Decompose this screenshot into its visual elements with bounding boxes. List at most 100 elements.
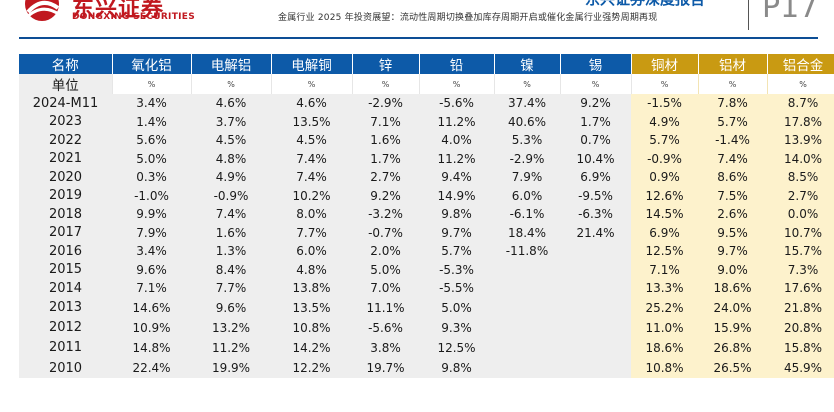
value-cell: 2.6%	[698, 205, 767, 224]
column-header-alumina: 氧化铝	[112, 54, 192, 74]
value-cell: 26.8%	[698, 337, 767, 359]
value-cell	[560, 337, 631, 359]
value-cell: 4.6%	[191, 94, 271, 113]
row-year: 2022	[19, 131, 112, 150]
header-rule	[19, 37, 818, 39]
value-cell: 7.7%	[191, 279, 271, 298]
value-cell: 15.8%	[767, 337, 834, 359]
report-subtitle: 金属行业 2025 年投资展望：流动性周期切换叠加库存周期开启或催化金属行业强势…	[278, 13, 658, 23]
value-cell: 7.4%	[698, 149, 767, 168]
value-cell: 14.5%	[631, 205, 698, 224]
value-cell: 1.7%	[352, 149, 419, 168]
value-cell: 13.8%	[271, 279, 352, 298]
table-row: 2024-M11 3.4% 4.6% 4.6% -2.9% -5.6% 37.4% 9.2% -…	[19, 94, 834, 113]
row-year: 2013	[19, 297, 112, 318]
table-row: 2023 1.4% 3.7% 13.5% 7.1% 11.2% 40.6% 1.7% 4.9% 5…	[19, 112, 834, 131]
value-cell: 9.4%	[419, 168, 494, 187]
table-row: 2012 10.9% 13.2% 10.8% -5.6% 9.3% 11.0% 15.9% 20…	[19, 317, 834, 338]
value-cell: 4.8%	[271, 260, 352, 279]
value-cell: -2.9%	[352, 94, 419, 113]
unit-cell: %	[112, 74, 192, 94]
value-cell: 4.6%	[271, 94, 352, 113]
value-cell: 6.0%	[271, 242, 352, 261]
value-cell: -11.8%	[494, 242, 560, 261]
metal-growth-table: 名称 氧化铝 电解铝 电解铜 锌 铅 镍 锡 铜材 铝材 铝合金 单位 % % …	[19, 54, 834, 379]
value-cell: 4.9%	[631, 112, 698, 131]
row-year: 2015	[19, 260, 112, 279]
value-cell: 9.5%	[698, 223, 767, 242]
value-cell: 13.5%	[271, 112, 352, 131]
table-row: 2019 -1.0% -0.9% 10.2% 9.2% 14.9% 6.0% -9.5% 12.…	[19, 186, 834, 205]
value-cell	[494, 317, 560, 338]
value-cell	[494, 279, 560, 298]
value-cell: 7.0%	[352, 279, 419, 298]
value-cell: 21.8%	[767, 297, 834, 318]
value-cell: -3.2%	[352, 205, 419, 224]
value-cell: 7.4%	[191, 205, 271, 224]
value-cell: 0.0%	[767, 205, 834, 224]
value-cell: 6.9%	[560, 168, 631, 187]
row-year: 2023	[19, 112, 112, 131]
value-cell: 9.7%	[698, 242, 767, 261]
value-cell: 15.7%	[767, 242, 834, 261]
unit-cell: %	[560, 74, 632, 94]
unit-cell: %	[352, 74, 420, 94]
value-cell: 7.1%	[631, 260, 698, 279]
value-cell: 24.0%	[698, 297, 767, 318]
value-cell: 3.7%	[191, 112, 271, 131]
value-cell: 11.2%	[419, 149, 494, 168]
value-cell: 5.7%	[419, 242, 494, 261]
value-cell: 25.2%	[631, 297, 698, 318]
value-cell: 9.2%	[560, 94, 631, 113]
value-cell	[494, 297, 560, 318]
value-cell: 9.3%	[419, 317, 494, 338]
value-cell: 10.4%	[560, 149, 631, 168]
value-cell: 8.6%	[698, 168, 767, 187]
value-cell: 12.5%	[419, 337, 494, 359]
report-header: 东兴证券 DONGXING SECURITIES 东兴证券深度报告 金属行业 2…	[0, 0, 834, 40]
unit-row: 单位 % % % % % % % % % %	[19, 74, 834, 94]
row-year: 2010	[19, 358, 112, 379]
row-year: 2021	[19, 149, 112, 168]
row-year: 2012	[19, 317, 112, 338]
column-header-name: 名称	[19, 54, 113, 74]
value-cell	[560, 297, 631, 318]
value-cell: 40.6%	[494, 112, 560, 131]
value-cell: 18.6%	[698, 279, 767, 298]
value-cell: -0.7%	[352, 223, 419, 242]
unit-cell: %	[271, 74, 353, 94]
value-cell: 1.7%	[560, 112, 631, 131]
row-year: 2024-M11	[19, 94, 112, 113]
row-year: 2020	[19, 168, 112, 187]
value-cell: 21.4%	[560, 223, 631, 242]
value-cell: 9.0%	[698, 260, 767, 279]
value-cell: 7.3%	[767, 260, 834, 279]
table-row: 2020 0.3% 4.9% 7.4% 2.7% 9.4% 7.9% 6.9% 0.9% 8.6%…	[19, 168, 834, 187]
value-cell	[494, 260, 560, 279]
value-cell: 2.7%	[767, 186, 834, 205]
table-row: 2013 14.6% 9.6% 13.5% 11.1% 5.0% 25.2% 24.0% 21.…	[19, 297, 834, 318]
value-cell: 17.6%	[767, 279, 834, 298]
value-cell	[494, 337, 560, 359]
value-cell: 10.9%	[112, 317, 191, 338]
column-header-aluminum-products: 铝材	[698, 54, 768, 74]
value-cell: 4.9%	[191, 168, 271, 187]
value-cell: 20.8%	[767, 317, 834, 338]
value-cell: 9.8%	[419, 358, 494, 379]
value-cell: 7.4%	[271, 168, 352, 187]
value-cell: 5.6%	[112, 131, 191, 150]
unit-cell: %	[767, 74, 834, 94]
value-cell: -5.6%	[352, 317, 419, 338]
column-header-electrolytic-aluminum: 电解铝	[191, 54, 272, 74]
value-cell: 13.3%	[631, 279, 698, 298]
value-cell: 2.0%	[352, 242, 419, 261]
table-row: 2010 22.4% 19.9% 12.2% 19.7% 9.8% 10.8% 26.5% 45…	[19, 358, 834, 379]
value-cell: -0.9%	[191, 186, 271, 205]
column-header-nickel: 镍	[494, 54, 561, 74]
value-cell: 14.2%	[271, 337, 352, 359]
value-cell: 11.0%	[631, 317, 698, 338]
logo-english-name: DONGXING SECURITIES	[72, 12, 196, 22]
value-cell: 9.7%	[419, 223, 494, 242]
value-cell: -5.3%	[419, 260, 494, 279]
value-cell: 6.0%	[494, 186, 560, 205]
